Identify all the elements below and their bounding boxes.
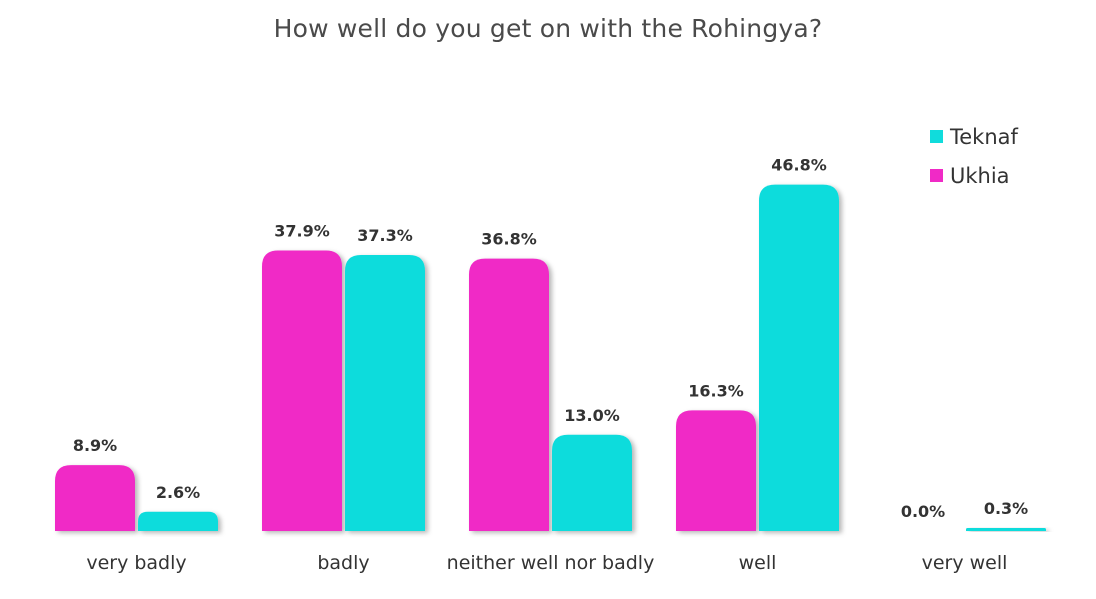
bar-ukhia-0 [55, 465, 135, 531]
data-label-ukhia-1: 37.9% [274, 222, 330, 241]
data-label-ukhia-3: 16.3% [688, 381, 744, 400]
data-label-ukhia-4: 0.0% [901, 502, 945, 521]
legend-label-ukhia: Ukhia [950, 164, 1010, 188]
legend-swatch-teknaf [930, 130, 943, 143]
data-label-teknaf-4: 0.3% [984, 499, 1028, 518]
data-label-teknaf-2: 13.0% [564, 406, 620, 425]
bar-ukhia-1 [262, 250, 342, 532]
bar-teknaf-3 [759, 184, 839, 531]
category-label-0: very badly [86, 552, 186, 574]
bar-ukhia-3 [676, 410, 756, 531]
bar-teknaf-2 [552, 434, 632, 531]
legend-swatch-ukhia [930, 169, 943, 182]
legend-label-teknaf: Teknaf [949, 125, 1019, 149]
bar-teknaf-4 [966, 528, 1046, 531]
bar-teknaf-0 [138, 511, 218, 531]
category-label-1: badly [317, 552, 369, 574]
bar-ukhia-2 [469, 258, 549, 531]
chart-title: How well do you get on with the Rohingya… [273, 14, 823, 43]
category-label-2: neither well nor badly [447, 552, 655, 574]
data-label-ukhia-2: 36.8% [481, 230, 537, 249]
data-label-ukhia-0: 8.9% [73, 436, 117, 455]
data-label-teknaf-1: 37.3% [357, 226, 413, 245]
data-label-teknaf-0: 2.6% [156, 483, 200, 502]
category-label-4: very well [922, 552, 1008, 574]
bar-teknaf-1 [345, 254, 425, 532]
category-label-3: well [739, 552, 777, 574]
data-label-teknaf-3: 46.8% [771, 156, 827, 175]
